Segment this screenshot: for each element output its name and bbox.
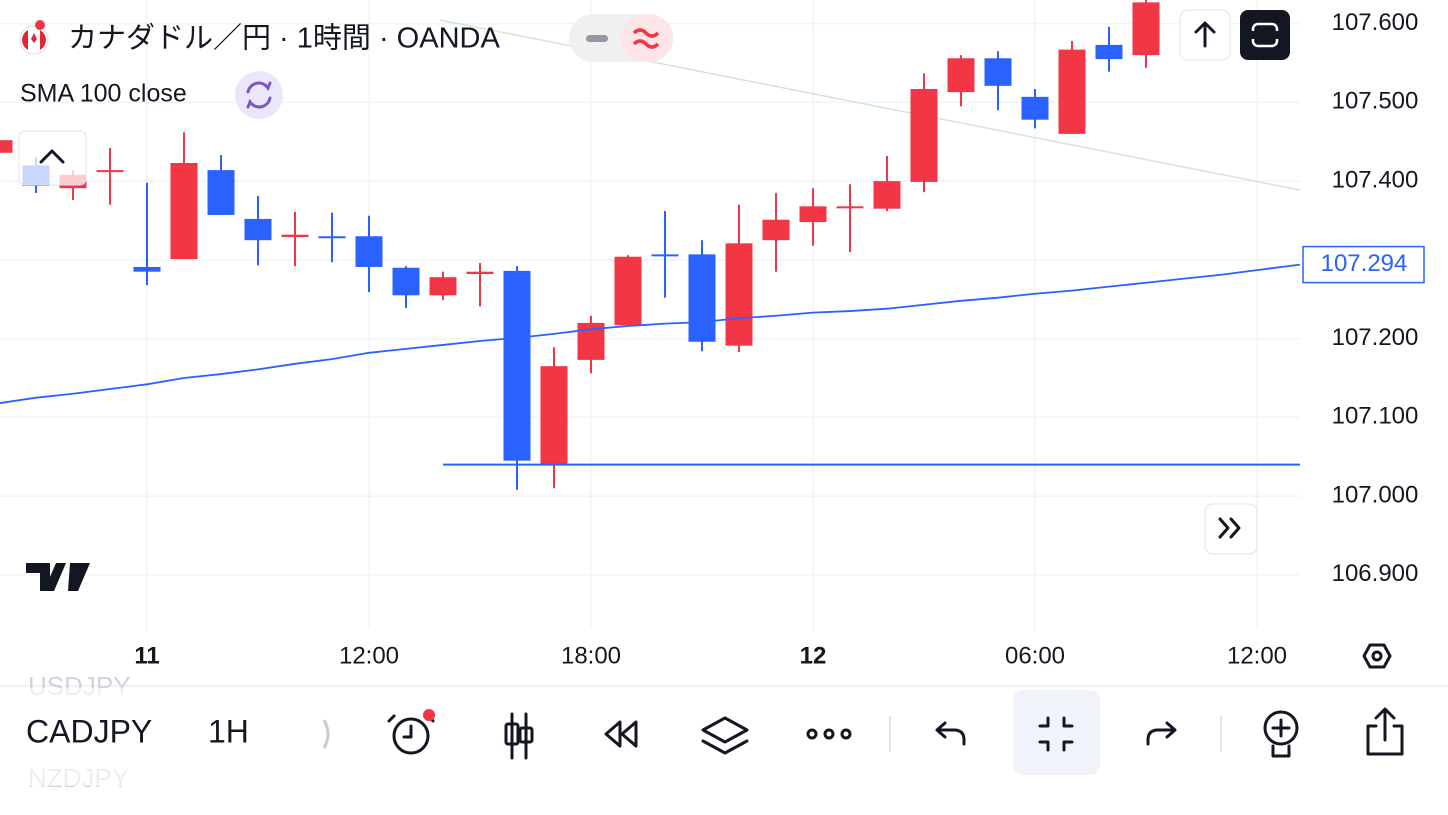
candle-body bbox=[1058, 49, 1086, 134]
status-icon bbox=[586, 35, 608, 42]
fullscreen-exit-button[interactable] bbox=[1013, 690, 1100, 775]
candle-body bbox=[96, 170, 124, 173]
candle-body bbox=[651, 254, 679, 257]
scroll-right-icon bbox=[1218, 517, 1241, 539]
trend-line bbox=[439, 19, 1301, 191]
candle-body bbox=[799, 206, 827, 223]
layers-icon[interactable] bbox=[701, 716, 749, 755]
x-tick-label: 12:00 bbox=[1227, 642, 1287, 669]
indicator-label: SMA 100 close bbox=[20, 80, 187, 108]
candle-body bbox=[318, 236, 346, 239]
tv-logo bbox=[26, 563, 90, 591]
plot-area bbox=[0, 0, 1300, 490]
y-tick-label: 107.100 bbox=[1332, 403, 1419, 430]
fullscreen-exit-icon bbox=[1038, 716, 1074, 752]
candle-body bbox=[281, 234, 309, 238]
replay-icon[interactable] bbox=[604, 720, 638, 748]
candle-body bbox=[910, 88, 938, 182]
redo-icon[interactable] bbox=[1146, 721, 1177, 746]
candle-body bbox=[429, 277, 457, 296]
collapse-button[interactable] bbox=[18, 130, 87, 186]
candle-body bbox=[244, 218, 272, 241]
share-icon[interactable] bbox=[1366, 707, 1404, 756]
sma-line bbox=[0, 269, 1258, 404]
more-icon bbox=[823, 728, 835, 740]
x-tick-label: 18:00 bbox=[561, 642, 621, 669]
candle-body bbox=[873, 181, 901, 209]
x-tick-label: 06:00 bbox=[1005, 642, 1065, 669]
candle-body bbox=[355, 236, 383, 267]
symbol[interactable]: CADJPY bbox=[26, 713, 152, 749]
collapse-icon bbox=[39, 149, 65, 164]
candle-icon bbox=[518, 726, 534, 744]
y-tick-label: 107.600 bbox=[1332, 9, 1419, 36]
sma-line-tail bbox=[1256, 263, 1300, 272]
fade bbox=[0, 688, 200, 704]
candle-body bbox=[1132, 2, 1160, 56]
arrow-icon bbox=[1194, 21, 1216, 48]
fade bbox=[0, 766, 200, 786]
indicator-button[interactable] bbox=[235, 71, 283, 119]
flag-badge bbox=[35, 20, 45, 30]
candle-icon bbox=[504, 722, 520, 746]
undo-icon[interactable] bbox=[935, 721, 966, 746]
x-tick-label: 12 bbox=[800, 642, 827, 669]
axis: 106.900107.000107.100107.200107.300107.4… bbox=[134, 9, 1425, 669]
candle-icon[interactable] bbox=[510, 712, 528, 760]
candle-body bbox=[503, 270, 531, 461]
settings-icon-dot bbox=[1371, 650, 1383, 662]
y-tick-label: 107.500 bbox=[1332, 88, 1419, 115]
candle-body bbox=[836, 206, 864, 209]
candle-body bbox=[133, 266, 161, 272]
scroll-right-button[interactable] bbox=[1204, 503, 1258, 555]
candle-body bbox=[207, 170, 235, 215]
status-pill-alert bbox=[621, 14, 673, 62]
alert-icon[interactable] bbox=[392, 717, 430, 755]
faded-icon bbox=[322, 719, 330, 749]
settings-icon[interactable] bbox=[1362, 643, 1392, 669]
candle-body bbox=[762, 219, 790, 241]
symbol-title: カナダドル／円 · 1時間 · OANDA bbox=[68, 22, 500, 55]
alert-badge bbox=[423, 709, 435, 721]
price-label-box bbox=[1302, 245, 1425, 284]
candle-body bbox=[947, 58, 975, 93]
y-tick-label: 107.200 bbox=[1332, 324, 1419, 351]
candle-body bbox=[0, 140, 13, 153]
flag-icon-shape bbox=[22, 30, 46, 50]
more-icon[interactable] bbox=[806, 728, 818, 740]
x-tick-label: 11 bbox=[134, 642, 159, 669]
candle-body bbox=[614, 256, 642, 326]
candle-body bbox=[1021, 96, 1049, 120]
interval[interactable]: 1H bbox=[208, 713, 249, 749]
grid bbox=[0, 0, 1300, 630]
indicator-icon bbox=[246, 81, 272, 109]
candle-body bbox=[984, 58, 1012, 86]
price-label: 107.294 bbox=[1321, 250, 1408, 277]
candle-body bbox=[688, 254, 716, 342]
fullscreen-icon-gap bbox=[1250, 31, 1280, 39]
idea-icon[interactable] bbox=[1263, 710, 1299, 746]
candle-body bbox=[725, 243, 753, 346]
x-tick-label: 12:00 bbox=[339, 642, 399, 669]
candle-body bbox=[170, 163, 198, 260]
candle-body bbox=[466, 271, 494, 275]
status-icon bbox=[632, 28, 660, 49]
more-icon bbox=[840, 728, 852, 740]
candle-body bbox=[1095, 44, 1123, 60]
idea-icon bbox=[1271, 718, 1291, 758]
candle-body bbox=[540, 366, 568, 465]
y-tick-label: 107.000 bbox=[1332, 481, 1419, 508]
candle-body bbox=[392, 267, 420, 296]
y-tick-label: 106.900 bbox=[1332, 560, 1419, 587]
y-tick-label: 107.400 bbox=[1332, 166, 1419, 193]
